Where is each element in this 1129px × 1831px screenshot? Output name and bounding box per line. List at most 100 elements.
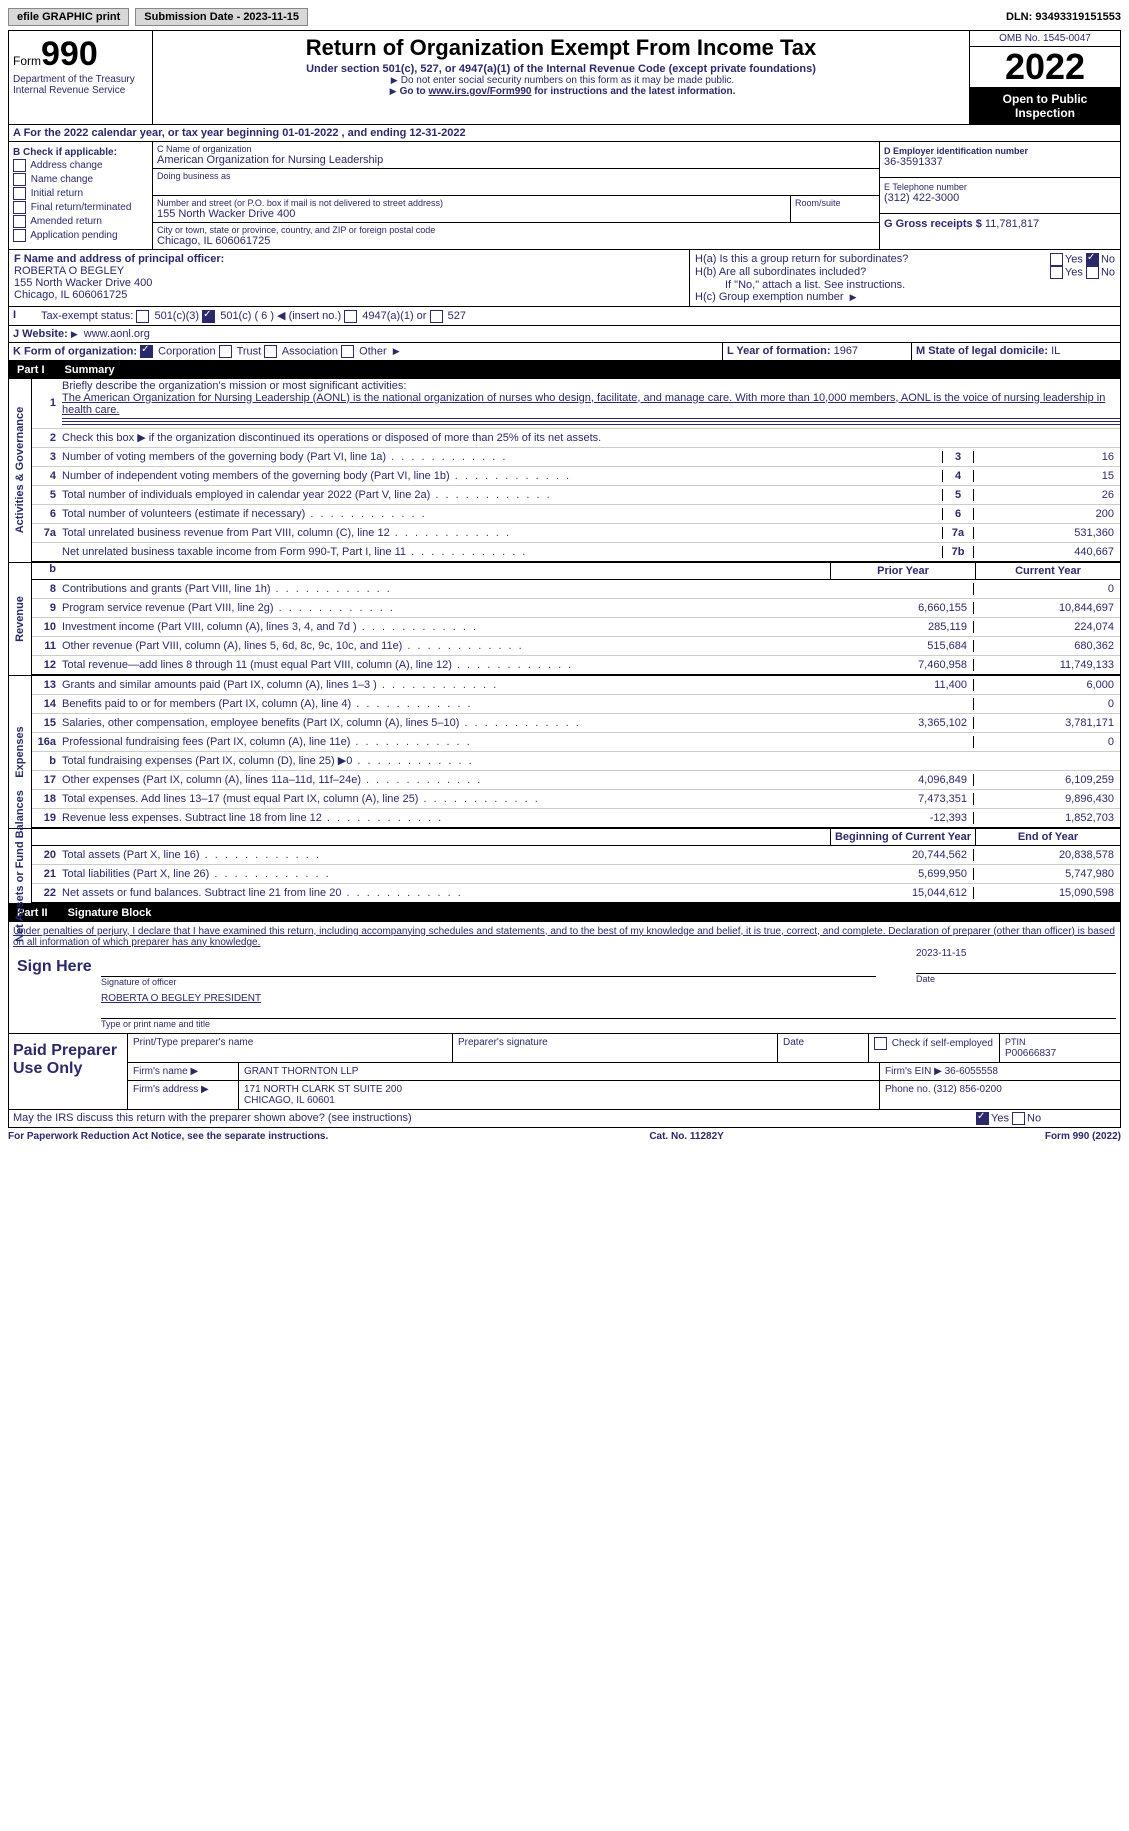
note-ssn: Do not enter social security numbers on … — [401, 75, 734, 86]
firm-ein: 36-6055558 — [945, 1066, 998, 1077]
row-klm: K Form of organization: Corporation Trus… — [8, 343, 1121, 361]
current-year-header: Current Year — [975, 563, 1120, 579]
website-label: J Website: — [13, 328, 68, 340]
hb-note: If "No," attach a list. See instructions… — [695, 279, 1115, 291]
hb-label: H(b) Are all subordinates included? — [695, 266, 866, 279]
cb-assoc[interactable] — [264, 345, 277, 358]
summary-line: 16a Professional fundraising fees (Part … — [32, 733, 1120, 752]
officer-addr1: 155 North Wacker Drive 400 — [14, 277, 152, 289]
cb-other[interactable] — [341, 345, 354, 358]
discuss-label: May the IRS discuss this return with the… — [13, 1112, 412, 1124]
cb-527[interactable] — [430, 310, 443, 323]
website: www.aonl.org — [84, 328, 150, 340]
checkbox-initial-return[interactable] — [13, 187, 26, 200]
summary-line: 18 Total expenses. Add lines 13–17 (must… — [32, 790, 1120, 809]
org-name: American Organization for Nursing Leader… — [157, 154, 875, 166]
sig-date: 2023-11-15 — [916, 948, 1116, 959]
gross-label: G Gross receipts $ — [884, 218, 982, 230]
form-title: Return of Organization Exempt From Incom… — [159, 35, 963, 61]
cb-4947[interactable] — [344, 310, 357, 323]
hb-yes[interactable] — [1050, 266, 1063, 279]
hb-no[interactable] — [1086, 266, 1099, 279]
checkbox-app-pending[interactable] — [13, 229, 26, 242]
form-header: Form990 Department of the Treasury Inter… — [8, 30, 1121, 125]
sig-officer-label: Signature of officer — [101, 976, 876, 987]
year-formation-label: L Year of formation: — [727, 345, 831, 357]
checkbox-final-return[interactable] — [13, 201, 26, 214]
tax-exempt-label: Tax-exempt status: — [41, 310, 133, 322]
summary-line: 19 Revenue less expenses. Subtract line … — [32, 809, 1120, 828]
row-f-h: F Name and address of principal officer:… — [8, 250, 1121, 307]
part1-title: Summary — [65, 364, 115, 376]
summary-line: 22 Net assets or fund balances. Subtract… — [32, 884, 1120, 903]
top-bar: efile GRAPHIC print Submission Date - 20… — [8, 8, 1121, 26]
summary-line: Net unrelated business taxable income fr… — [32, 543, 1120, 562]
summary-line: 3 Number of voting members of the govern… — [32, 448, 1120, 467]
cb-corp[interactable] — [140, 345, 153, 358]
firm-addr1: 171 NORTH CLARK ST SUITE 200 — [244, 1084, 402, 1095]
revenue-section: Revenue b Prior Year Current Year 8 Cont… — [8, 563, 1121, 676]
footer-left: For Paperwork Reduction Act Notice, see … — [8, 1131, 328, 1142]
paid-preparer: Paid Preparer Use Only Print/Type prepar… — [8, 1034, 1121, 1110]
ha-no[interactable] — [1086, 253, 1099, 266]
firm-name-label: Firm's name ▶ — [128, 1063, 239, 1080]
discuss-no[interactable] — [1012, 1112, 1025, 1125]
ein-label: D Employer identification number — [884, 146, 1116, 156]
discuss-row: May the IRS discuss this return with the… — [8, 1110, 1121, 1128]
org-name-label: C Name of organization — [157, 144, 875, 154]
summary-line: 12 Total revenue—add lines 8 through 11 … — [32, 656, 1120, 675]
form-org-label: K Form of organization: — [13, 345, 137, 357]
expenses-section: Expenses 13 Grants and similar amounts p… — [8, 676, 1121, 829]
cb-trust[interactable] — [219, 345, 232, 358]
prep-sig-label: Preparer's signature — [453, 1034, 778, 1062]
efile-button[interactable]: efile GRAPHIC print — [8, 8, 129, 26]
preparer-title: Paid Preparer Use Only — [9, 1034, 128, 1109]
phone: (312) 422-3000 — [884, 192, 1116, 204]
open-inspection: Open to Public Inspection — [970, 88, 1120, 124]
footer-right: Form 990 (2022) — [1045, 1131, 1121, 1142]
ha-yes[interactable] — [1050, 253, 1063, 266]
irs-link[interactable]: www.irs.gov/Form990 — [428, 86, 531, 97]
summary-line: 13 Grants and similar amounts paid (Part… — [32, 676, 1120, 695]
l1-text: The American Organization for Nursing Le… — [62, 392, 1105, 416]
part1-num: Part I — [17, 364, 45, 376]
cb-self-employed[interactable] — [874, 1037, 887, 1050]
side-rev: Revenue — [14, 596, 26, 642]
hc-label: H(c) Group exemption number — [695, 291, 844, 303]
dba-label: Doing business as — [157, 171, 875, 181]
prep-date-label: Date — [778, 1034, 869, 1062]
discuss-yes[interactable] — [976, 1112, 989, 1125]
ptin: P00666837 — [1005, 1048, 1056, 1059]
summary-line: 14 Benefits paid to or for members (Part… — [32, 695, 1120, 714]
checkbox-address-change[interactable] — [13, 159, 26, 172]
summary-line: 5 Total number of individuals employed i… — [32, 486, 1120, 505]
part2-title: Signature Block — [68, 907, 152, 919]
summary-line: 8 Contributions and grants (Part VIII, l… — [32, 580, 1120, 599]
begin-year-header: Beginning of Current Year — [830, 829, 975, 845]
cb-501c[interactable] — [202, 310, 215, 323]
officer-label: F Name and address of principal officer: — [14, 253, 224, 265]
summary-line: 11 Other revenue (Part VIII, column (A),… — [32, 637, 1120, 656]
submission-date: Submission Date - 2023-11-15 — [135, 8, 308, 26]
dln: DLN: 93493319151553 — [1006, 11, 1121, 23]
sig-date-label: Date — [916, 973, 1116, 984]
checkbox-amended[interactable] — [13, 215, 26, 228]
net-assets-section: Net Assets or Fund Balances Beginning of… — [8, 829, 1121, 904]
sign-here: Sign Here — [13, 948, 101, 1029]
summary-line: 10 Investment income (Part VIII, column … — [32, 618, 1120, 637]
firm-phone: (312) 856-0200 — [933, 1084, 1001, 1095]
checkbox-name-change[interactable] — [13, 173, 26, 186]
officer-addr2: Chicago, IL 606061725 — [14, 289, 127, 301]
phone-label: E Telephone number — [884, 182, 1116, 192]
declaration: Under penalties of perjury, I declare th… — [13, 926, 1116, 948]
form-subtitle: Under section 501(c), 527, or 4947(a)(1)… — [159, 63, 963, 75]
page-footer: For Paperwork Reduction Act Notice, see … — [8, 1128, 1121, 1145]
side-net: Net Assets or Fund Balances — [14, 790, 26, 942]
activities-governance: Activities & Governance 1 Briefly descri… — [8, 379, 1121, 563]
cb-501c3[interactable] — [136, 310, 149, 323]
l2: Check this box ▶ if the organization dis… — [62, 430, 1120, 445]
year-formation: 1967 — [834, 345, 858, 357]
summary-line: b Total fundraising expenses (Part IX, c… — [32, 752, 1120, 771]
summary-line: 20 Total assets (Part X, line 16) 20,744… — [32, 846, 1120, 865]
l1-label: Briefly describe the organization's miss… — [62, 380, 406, 392]
